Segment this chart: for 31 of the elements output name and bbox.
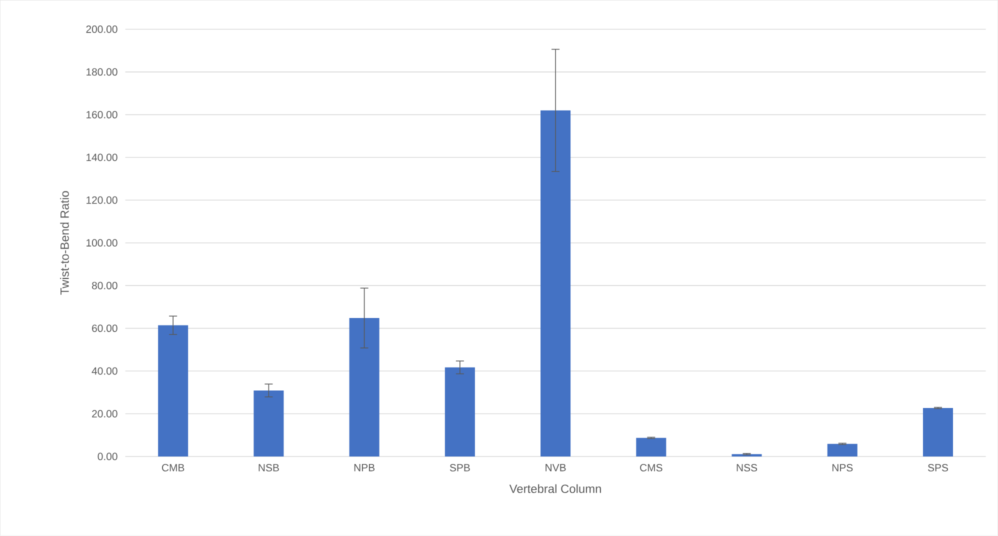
x-axis-title: Vertebral Column (509, 484, 601, 494)
y-tick-label: 180.00 (86, 68, 118, 76)
x-tick-label: NSB (258, 464, 279, 472)
bar (922, 408, 953, 457)
x-tick-label: NPB (354, 464, 375, 472)
bar (444, 368, 475, 457)
y-tick-label: 40.00 (92, 367, 118, 375)
bar (158, 325, 188, 457)
x-tick-label: NSS (736, 464, 758, 472)
y-tick-label: 0.00 (98, 452, 118, 460)
x-tick-label: NPS (832, 464, 853, 472)
bar (540, 110, 571, 457)
x-tick-label: NVB (546, 464, 566, 472)
y-axis-title: Twist-to-Bend Ratio (60, 191, 69, 295)
y-tick-label: 80.00 (92, 282, 118, 290)
y-tick-label: 160.00 (86, 111, 118, 119)
y-tick-label: 120.00 (86, 196, 118, 204)
bar (827, 444, 858, 457)
y-tick-label: 60.00 (92, 324, 118, 332)
bar (732, 454, 762, 457)
x-tick-label: SPB (450, 464, 470, 472)
y-tick-label: 20.00 (92, 410, 118, 418)
y-tick-label: 200.00 (86, 26, 118, 34)
x-tick-label: CMS (640, 464, 662, 472)
y-tick-label: 140.00 (86, 154, 118, 162)
y-tick-label: 100.00 (86, 239, 118, 247)
x-tick-label: SPS (928, 464, 948, 472)
bar (636, 438, 666, 457)
x-tick-label: CMB (162, 464, 184, 472)
bar (254, 390, 284, 457)
bar (349, 318, 380, 457)
